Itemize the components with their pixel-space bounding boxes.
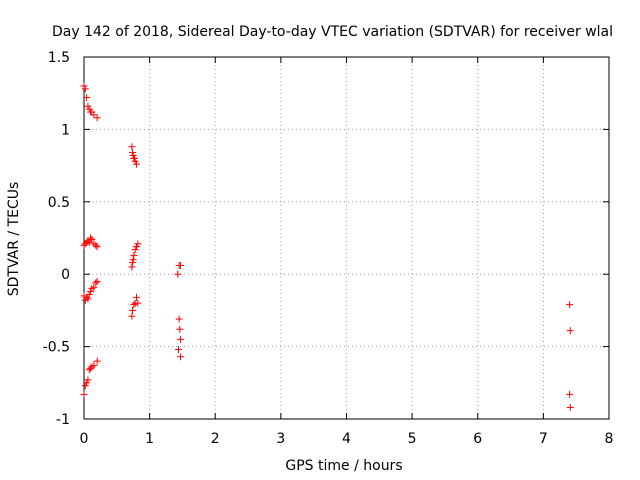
x-tick-label: 0 (80, 431, 89, 447)
data-point (566, 327, 574, 335)
data-point (175, 315, 183, 323)
chart-title: Day 142 of 2018, Sidereal Day-to-day VTE… (52, 24, 613, 40)
x-tick-label: 3 (276, 431, 285, 447)
data-points (80, 82, 574, 411)
grid-lines (84, 57, 609, 419)
data-point (93, 114, 101, 122)
data-point (176, 325, 184, 333)
data-point (83, 94, 91, 102)
data-point (566, 390, 574, 398)
data-point (134, 240, 142, 248)
x-tick-label: 5 (408, 431, 417, 447)
data-point (130, 251, 138, 259)
data-point (90, 361, 98, 369)
y-tick-label: 0 (61, 267, 70, 283)
data-point (131, 154, 139, 162)
x-tick-label: 4 (342, 431, 351, 447)
x-axis-tick-labels: 0 1 2 3 4 5 6 7 8 (80, 431, 614, 447)
data-point (134, 299, 142, 307)
data-point (131, 157, 139, 165)
data-point (90, 111, 98, 119)
data-point (85, 290, 93, 298)
data-point (133, 160, 140, 168)
data-point (87, 288, 95, 296)
y-tick-label: -1 (56, 412, 70, 428)
data-point (84, 376, 92, 384)
data-point (87, 234, 95, 242)
data-point (176, 335, 184, 343)
data-point (129, 149, 137, 157)
data-point (175, 345, 182, 353)
y-axis-tick-labels: -1 -0.5 0 0.5 1 1.5 (43, 50, 70, 428)
data-point (88, 235, 96, 243)
y-axis-label: SDTVAR / TECUs (6, 182, 22, 297)
x-tick-label: 7 (539, 431, 548, 447)
data-point (129, 306, 137, 314)
data-point (566, 301, 574, 309)
data-point (93, 277, 101, 285)
data-point (129, 256, 137, 264)
data-point (133, 293, 140, 301)
data-point (92, 279, 100, 287)
data-point (92, 241, 100, 249)
data-point (129, 151, 137, 159)
data-point (81, 85, 89, 93)
data-point (93, 357, 101, 365)
data-point (84, 295, 92, 303)
data-point (80, 390, 88, 398)
data-point (81, 382, 89, 390)
data-point (128, 263, 136, 271)
y-tick-label: 1 (61, 122, 70, 138)
y-tick-label: 0.5 (48, 195, 70, 211)
data-point (84, 102, 92, 110)
data-point (176, 262, 184, 270)
data-point (83, 379, 91, 387)
data-point (128, 143, 136, 151)
data-point (128, 312, 136, 320)
x-tick-label: 6 (473, 431, 482, 447)
data-point (129, 259, 137, 267)
data-point (80, 82, 88, 90)
y-tick-label: -0.5 (43, 340, 70, 356)
data-point (133, 243, 140, 251)
data-point (87, 364, 95, 372)
data-point (131, 246, 139, 254)
data-point (176, 353, 184, 361)
y-tick-label: 1.5 (48, 50, 70, 66)
data-point (130, 301, 138, 309)
x-axis-label: GPS time / hours (285, 458, 402, 474)
x-tick-label: 2 (211, 431, 220, 447)
axis-ticks (83, 56, 610, 420)
x-tick-label: 1 (145, 431, 154, 447)
data-point (90, 283, 98, 291)
data-point (566, 403, 574, 411)
data-point (93, 243, 101, 251)
x-tick-label: 8 (605, 431, 614, 447)
data-point (174, 270, 182, 278)
